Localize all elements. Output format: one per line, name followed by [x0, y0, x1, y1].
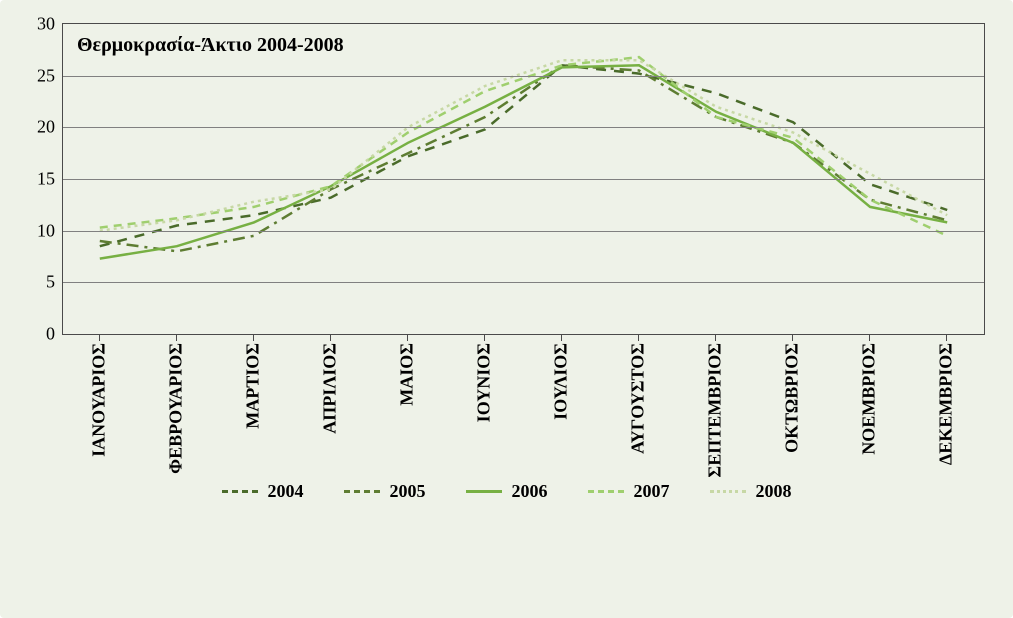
legend-label: 2007: [634, 481, 670, 502]
x-tick-mark: [561, 335, 562, 341]
x-tick-mark: [330, 335, 331, 341]
x-axis-labels: ΙΑΝΟΥΑΡΙΟΣΦΕΒΡΟΥΑΡΙΟΣΜΑΡΤΙΟΣΑΠΡΙΛΙΟΣΜΑΙΟ…: [62, 335, 985, 465]
x-tick-label: ΔΕΚΕΜΒΡΙΟΣ: [936, 343, 957, 465]
gridline: [63, 127, 984, 128]
legend-item-2005: 2005: [344, 481, 426, 502]
y-tick-label: 0: [46, 324, 55, 345]
y-tick-label: 10: [37, 220, 55, 241]
legend-label: 2005: [390, 481, 426, 502]
gridline: [63, 179, 984, 180]
legend-item-2008: 2008: [710, 481, 792, 502]
plot-wrap: Θερμοκρασία-Άκτιο 2004-2008 051015202530…: [18, 15, 995, 465]
x-tick-mark: [869, 335, 870, 341]
y-tick-label: 20: [37, 117, 55, 138]
legend-label: 2008: [756, 481, 792, 502]
x-tick-label: ΣΕΠΤΕΜΒΡΙΟΣ: [705, 343, 726, 478]
legend-item-2004: 2004: [222, 481, 304, 502]
legend-item-2006: 2006: [466, 481, 548, 502]
x-tick-label: ΑΠΡΙΛΙΟΣ: [319, 343, 340, 434]
plot-area: Θερμοκρασία-Άκτιο 2004-2008 051015202530: [62, 23, 985, 335]
series-2007: [100, 57, 947, 236]
x-tick-label: ΙΟΥΛΙΟΣ: [551, 343, 572, 420]
x-tick-mark: [946, 335, 947, 341]
x-tick-label: ΜΑΙΟΣ: [396, 343, 417, 406]
x-tick-label: ΑΥΓΟΥΣΤΟΣ: [628, 343, 649, 454]
y-tick-label: 5: [46, 272, 55, 293]
chart-title: Θερμοκρασία-Άκτιο 2004-2008: [77, 34, 344, 57]
x-tick-mark: [638, 335, 639, 341]
y-tick-label: 25: [37, 65, 55, 86]
legend-swatch: [222, 490, 258, 493]
gridline: [63, 282, 984, 283]
x-tick-mark: [484, 335, 485, 341]
y-tick-label: 30: [37, 14, 55, 35]
x-tick-mark: [715, 335, 716, 341]
legend-swatch: [466, 490, 502, 493]
x-tick-label: ΟΚΤΩΒΡΙΟΣ: [782, 343, 803, 453]
legend-swatch: [344, 490, 380, 493]
legend-label: 2006: [512, 481, 548, 502]
x-tick-mark: [792, 335, 793, 341]
legend-item-2007: 2007: [588, 481, 670, 502]
legend-label: 2004: [268, 481, 304, 502]
x-tick-label: ΦΕΒΡΟΥΑΡΙΟΣ: [165, 343, 186, 474]
chart-container: Θερμοκρασία-Άκτιο 2004-2008 051015202530…: [0, 0, 1013, 618]
gridline: [63, 76, 984, 77]
legend-swatch: [710, 490, 746, 493]
x-tick-label: ΜΑΡΤΙΟΣ: [242, 343, 263, 429]
x-tick-label: ΝΟΕΜΒΡΙΟΣ: [859, 343, 880, 455]
legend-swatch: [588, 490, 624, 493]
x-tick-label: ΙΟΥΝΙΟΣ: [473, 343, 494, 422]
x-tick-mark: [176, 335, 177, 341]
legend: 2004 2005 2006 2007 2008: [18, 481, 995, 502]
gridline: [63, 231, 984, 232]
x-tick-mark: [99, 335, 100, 341]
y-tick-label: 15: [37, 169, 55, 190]
x-tick-mark: [407, 335, 408, 341]
x-tick-label: ΙΑΝΟΥΑΡΙΟΣ: [88, 343, 109, 457]
x-tick-mark: [253, 335, 254, 341]
